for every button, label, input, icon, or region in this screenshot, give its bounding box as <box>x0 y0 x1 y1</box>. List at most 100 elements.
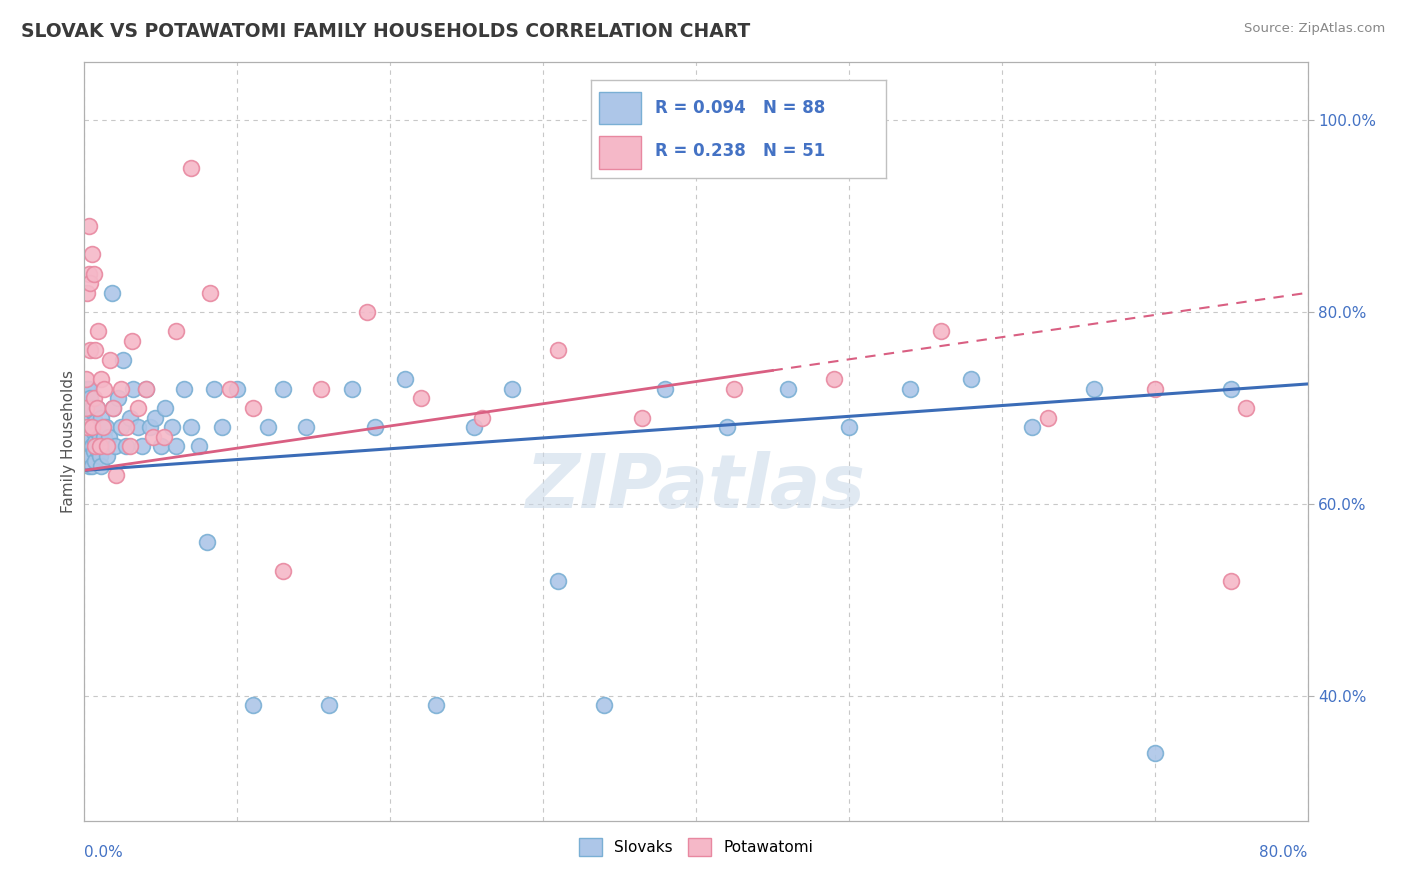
Point <box>1220 574 1243 588</box>
Point <box>716 420 738 434</box>
Point <box>198 285 221 300</box>
Point <box>86 420 108 434</box>
Point <box>79 276 101 290</box>
Point <box>75 420 97 434</box>
Point <box>547 343 569 358</box>
Point <box>80 401 103 415</box>
Point <box>84 454 107 468</box>
Point <box>257 420 280 434</box>
Point <box>76 406 98 420</box>
Point <box>318 698 340 713</box>
Point <box>139 420 162 434</box>
Point <box>180 161 202 175</box>
Text: 80.0%: 80.0% <box>1260 845 1308 860</box>
Text: SLOVAK VS POTAWATOMI FAMILY HOUSEHOLDS CORRELATION CHART: SLOVAK VS POTAWATOMI FAMILY HOUSEHOLDS C… <box>21 22 751 41</box>
Point <box>77 382 100 396</box>
Point <box>654 382 676 396</box>
Y-axis label: Family Households: Family Households <box>60 370 76 513</box>
Point <box>111 353 134 368</box>
Point <box>84 434 107 449</box>
Point <box>127 420 149 434</box>
Point <box>87 324 110 338</box>
Point <box>155 401 177 415</box>
Point <box>122 382 145 396</box>
Point <box>110 382 132 396</box>
Point <box>153 430 176 444</box>
Point <box>101 285 124 300</box>
Point <box>165 439 187 453</box>
Point <box>103 401 125 415</box>
Point <box>93 382 115 396</box>
Text: R = 0.094   N = 88: R = 0.094 N = 88 <box>655 99 825 117</box>
Point <box>84 343 107 358</box>
Point <box>311 382 333 396</box>
Point <box>1021 420 1043 434</box>
Point <box>218 382 240 396</box>
Point <box>898 382 921 396</box>
Point <box>340 382 363 396</box>
Point <box>1220 382 1243 396</box>
Point <box>188 439 211 453</box>
Point <box>593 698 616 713</box>
Point <box>89 430 111 444</box>
Point <box>83 444 105 458</box>
Point <box>135 382 157 396</box>
Point <box>105 468 128 483</box>
Point <box>114 439 136 453</box>
Point <box>90 410 112 425</box>
Point <box>120 439 142 453</box>
Point <box>80 439 103 453</box>
Point <box>114 420 136 434</box>
Point <box>91 420 114 434</box>
Point <box>89 449 111 463</box>
Point <box>94 420 117 434</box>
Point <box>180 420 202 434</box>
Point <box>79 449 101 463</box>
Point <box>83 392 105 406</box>
Point <box>86 439 108 453</box>
Point <box>80 420 103 434</box>
Point <box>96 449 118 463</box>
Point <box>83 267 105 281</box>
Point <box>142 430 165 444</box>
Point <box>295 420 318 434</box>
Point <box>107 392 129 406</box>
FancyBboxPatch shape <box>599 136 641 169</box>
Point <box>960 372 983 386</box>
Point <box>173 382 195 396</box>
Point <box>1143 382 1166 396</box>
Point <box>90 458 112 473</box>
Point <box>87 425 110 439</box>
Point <box>75 392 97 406</box>
Point <box>211 420 233 434</box>
Point <box>91 439 114 453</box>
Text: ZIPatlas: ZIPatlas <box>526 450 866 524</box>
Point <box>425 698 447 713</box>
Point <box>502 382 524 396</box>
Point <box>75 401 97 415</box>
Point <box>75 372 97 386</box>
Point <box>776 382 799 396</box>
Point <box>127 401 149 415</box>
Text: 0.0%: 0.0% <box>84 845 124 860</box>
Point <box>165 324 187 338</box>
Point <box>76 420 98 434</box>
Point <box>93 430 115 444</box>
Point <box>97 430 120 444</box>
Legend: Slovaks, Potawatomi: Slovaks, Potawatomi <box>572 831 820 863</box>
Point <box>149 439 172 453</box>
Text: Source: ZipAtlas.com: Source: ZipAtlas.com <box>1244 22 1385 36</box>
Point <box>83 425 105 439</box>
Point <box>77 401 100 415</box>
Point <box>76 449 98 463</box>
Point <box>79 410 101 425</box>
Point <box>929 324 952 338</box>
Point <box>1143 747 1166 761</box>
Point <box>80 247 103 261</box>
Point <box>121 334 143 348</box>
Point <box>76 430 98 444</box>
Point <box>143 410 166 425</box>
Point <box>471 410 494 425</box>
Point <box>104 439 127 453</box>
Point <box>838 420 860 434</box>
